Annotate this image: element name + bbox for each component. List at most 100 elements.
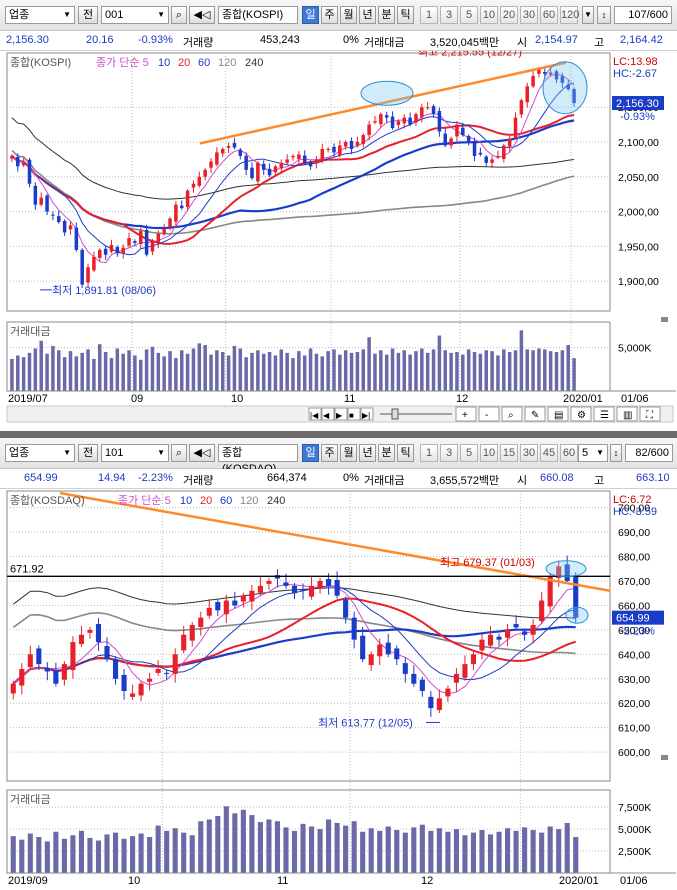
- y-tick-label: 620,00: [618, 698, 650, 710]
- volume-pct: 0%: [343, 472, 359, 484]
- tool-button[interactable]: [616, 406, 638, 422]
- tool-button[interactable]: [639, 406, 661, 422]
- count-field[interactable]: 82/600: [625, 444, 673, 462]
- tool-button[interactable]: [593, 406, 615, 422]
- hc-label: HC:-2.67: [613, 68, 657, 80]
- sound-icon[interactable]: ◀◁: [189, 444, 215, 462]
- category-select[interactable]: 업종 ▼: [5, 444, 75, 462]
- zoom-slider-thumb[interactable]: [391, 408, 399, 420]
- candle-body: [232, 143, 237, 148]
- extra-select[interactable]: 5 ▼: [578, 444, 608, 462]
- volume-bar: [209, 354, 213, 391]
- candle-body: [215, 152, 219, 165]
- period-button-2[interactable]: 월: [340, 444, 357, 462]
- search-icon[interactable]: ⌕: [171, 6, 187, 24]
- count-value: 82: [635, 447, 648, 459]
- period-button-4[interactable]: 분: [378, 6, 395, 24]
- interval-button-0[interactable]: 1: [420, 6, 438, 24]
- tool-button[interactable]: [455, 406, 477, 422]
- interval-button-5[interactable]: 30: [520, 6, 538, 24]
- interval-button-5[interactable]: 30: [520, 444, 538, 462]
- period-button-4[interactable]: 분: [378, 444, 395, 462]
- prev-button[interactable]: 전: [78, 444, 98, 462]
- scroll-button[interactable]: [347, 407, 361, 421]
- candle-body: [411, 673, 417, 684]
- dropdown-icon[interactable]: ▼: [582, 6, 594, 24]
- name-field: 종합(KOSDAQ): [218, 444, 298, 475]
- tool-button[interactable]: [478, 406, 500, 422]
- period-button-2[interactable]: 월: [340, 6, 357, 24]
- low-annotation: 최저 613.77 (12/05): [318, 716, 413, 729]
- tool-icon: ☰: [600, 410, 609, 421]
- quote-open: 660.08: [540, 472, 574, 484]
- arrow-icon[interactable]: ↕: [610, 444, 622, 462]
- period-button-0[interactable]: 일: [302, 444, 319, 462]
- tool-icon: ▥: [623, 410, 632, 421]
- volume-bar: [92, 358, 96, 391]
- tool-button[interactable]: [570, 406, 592, 422]
- candle-body: [74, 227, 79, 250]
- volume-bar: [394, 829, 400, 873]
- candle-body: [198, 617, 204, 627]
- prev-button[interactable]: 전: [78, 6, 98, 24]
- volume-bar: [420, 348, 424, 391]
- candle-body: [539, 600, 545, 622]
- volume-bar: [556, 829, 562, 873]
- volume-bar: [257, 822, 263, 873]
- category-select[interactable]: 업종 ▼: [5, 6, 75, 24]
- interval-button-2[interactable]: 5: [460, 6, 478, 24]
- period-button-5[interactable]: 틱: [397, 6, 414, 24]
- candle-body: [283, 582, 289, 586]
- interval-buttons: 1 3 5 10 15 30 45 60: [420, 444, 580, 462]
- volume-bar: [150, 346, 155, 391]
- candle-body: [420, 107, 424, 118]
- candle-body: [502, 145, 506, 160]
- scroll-button[interactable]: [360, 407, 374, 421]
- period-button-3[interactable]: 년: [359, 6, 376, 24]
- code-input[interactable]: 101 ▼: [101, 444, 169, 462]
- candle-body: [355, 141, 360, 146]
- panel-separator[interactable]: [0, 431, 677, 438]
- period-button-5[interactable]: 틱: [397, 444, 414, 462]
- count-field[interactable]: 107/600: [614, 6, 672, 24]
- tool-button[interactable]: [524, 406, 546, 422]
- volume-bar: [256, 350, 260, 391]
- volume-bar: [53, 831, 59, 873]
- candle-body: [449, 138, 453, 146]
- scroll-button[interactable]: [308, 407, 322, 421]
- candle-body: [220, 148, 225, 154]
- period-button-0[interactable]: 일: [302, 6, 319, 24]
- volume-bar: [70, 835, 76, 873]
- interval-button-2[interactable]: 5: [460, 444, 478, 462]
- interval-button-6[interactable]: 60: [540, 6, 558, 24]
- scroll-button[interactable]: [334, 407, 348, 421]
- interval-button-1[interactable]: 3: [440, 6, 458, 24]
- search-icon[interactable]: ⌕: [171, 444, 187, 462]
- candle-body: [349, 140, 354, 149]
- interval-button-6[interactable]: 45: [540, 444, 558, 462]
- tool-button[interactable]: [501, 406, 523, 422]
- tool-icon: ⚙: [577, 410, 586, 421]
- period-button-1[interactable]: 주: [321, 6, 338, 24]
- tool-button[interactable]: [547, 406, 569, 422]
- interval-button-4[interactable]: 20: [500, 6, 518, 24]
- candle-body: [36, 648, 42, 665]
- sound-icon[interactable]: ◀◁: [189, 6, 215, 24]
- quote-price: 2,156.30: [6, 34, 49, 46]
- interval-button-3[interactable]: 10: [480, 6, 498, 24]
- interval-button-3[interactable]: 10: [480, 444, 498, 462]
- code-input[interactable]: 001 ▼: [101, 6, 169, 24]
- candle-body: [174, 204, 178, 222]
- period-button-1[interactable]: 주: [321, 444, 338, 462]
- arrow-icon[interactable]: ↕: [597, 6, 611, 24]
- volume-tick-label: 7,500K: [618, 802, 651, 814]
- candle-body: [470, 654, 477, 665]
- interval-button-7[interactable]: 120: [560, 6, 579, 24]
- quote-row: 2,156.30 20.16 -0.93% 거래량 453,243 0% 거래대…: [0, 31, 677, 51]
- interval-button-7[interactable]: 60: [560, 444, 578, 462]
- interval-button-0[interactable]: 1: [420, 444, 438, 462]
- interval-button-1[interactable]: 3: [440, 444, 458, 462]
- period-button-3[interactable]: 년: [359, 444, 376, 462]
- scroll-button[interactable]: [321, 407, 335, 421]
- interval-button-4[interactable]: 15: [500, 444, 518, 462]
